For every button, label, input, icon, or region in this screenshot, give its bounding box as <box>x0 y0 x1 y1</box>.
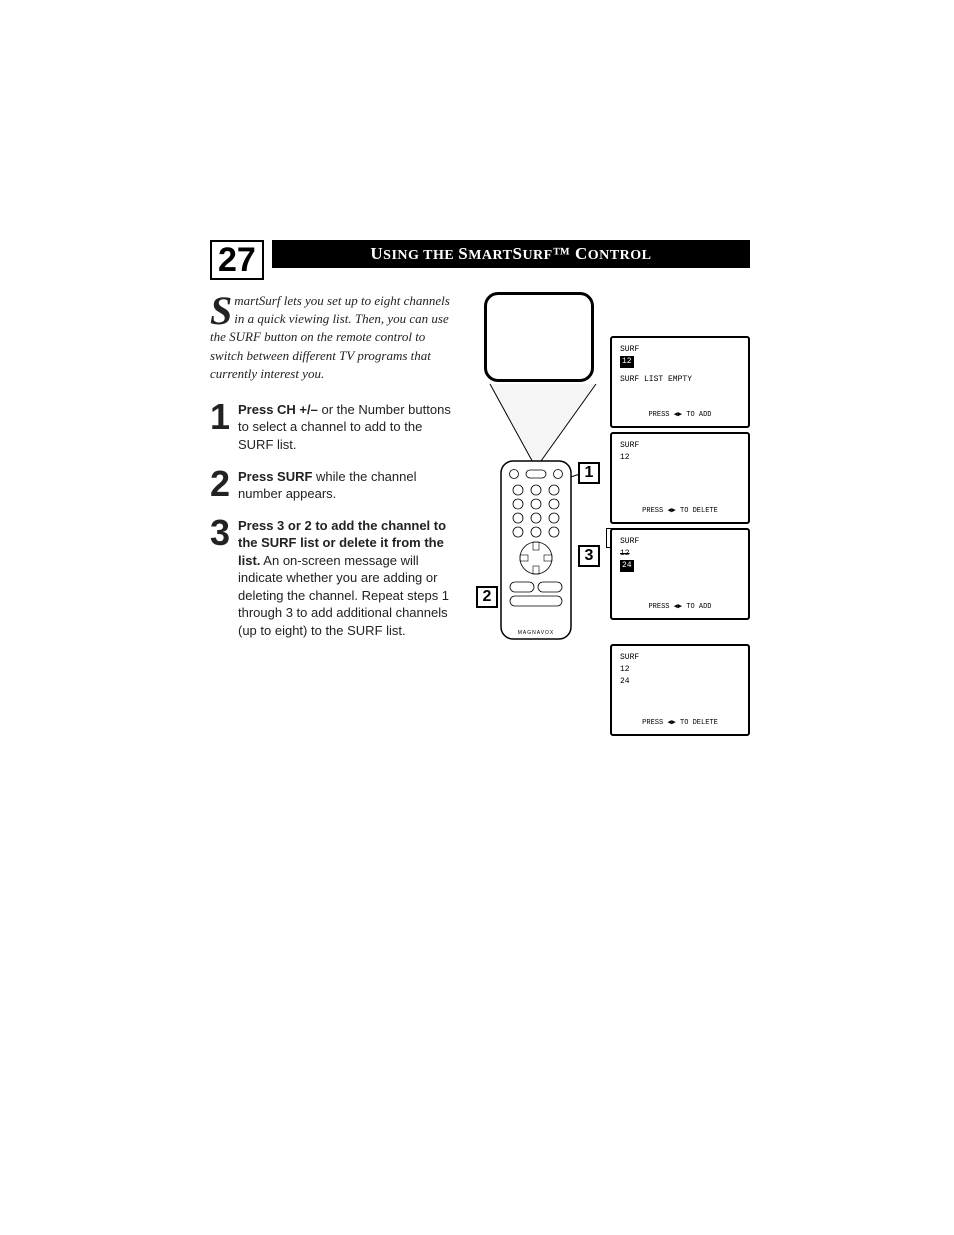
header-row: 27 USING THE SMARTSURF™ CONTROL <box>210 240 750 280</box>
step-number: 2 <box>210 468 232 503</box>
step-bold: Press SURF <box>238 469 312 484</box>
callout-3: 3 <box>578 545 600 567</box>
step-1: 1 Press CH +/– or the Number buttons to … <box>210 401 460 454</box>
step-3: 3 Press 3 or 2 to add the channel to the… <box>210 517 460 640</box>
screen-line: 12 <box>620 664 740 676</box>
tv-illustration <box>484 292 594 382</box>
title-urf: URF <box>522 248 552 263</box>
screen-line: SURF <box>620 440 740 452</box>
text-column: SmartSurf lets you set up to eight chann… <box>210 292 460 752</box>
dropcap: S <box>210 296 232 326</box>
screen-line: SURF <box>620 536 740 548</box>
manual-page: 27 USING THE SMARTSURF™ CONTROL SmartSur… <box>210 240 750 752</box>
screen-line: SURF <box>620 344 740 356</box>
title-S1: S <box>458 244 468 263</box>
title-u: U <box>370 244 383 263</box>
screen-line: SURF LIST EMPTY <box>620 374 740 386</box>
step-body: Press CH +/– or the Number buttons to se… <box>238 401 460 454</box>
screen-surf-add-24: SURF 12 24 PRESS ◀▶ TO ADD <box>610 528 750 620</box>
step-rest: An on-screen message will indicate wheth… <box>238 553 449 638</box>
screen-action: PRESS ◀▶ TO DELETE <box>620 506 740 517</box>
step-body: Press 3 or 2 to add the channel to the S… <box>238 517 460 640</box>
screen-action: PRESS ◀▶ TO ADD <box>620 602 740 613</box>
title-ontrol: ONTROL <box>588 248 652 263</box>
title-S2: S <box>512 244 522 263</box>
screen-line: 12 <box>620 452 740 464</box>
screen-surf-empty: SURF 12 SURF LIST EMPTY PRESS ◀▶ TO ADD <box>610 336 750 428</box>
screen-action: PRESS ◀▶ TO DELETE <box>620 718 740 729</box>
illustration-column: MAGNAVOX 1 2 3 SURF 12 SURF LIST EMPTY P… <box>480 292 750 752</box>
screen-highlighted-channel: 24 <box>620 560 634 572</box>
remote-illustration: MAGNAVOX <box>500 460 572 640</box>
screen-surf-delete: SURF 12 24 PRESS ◀▶ TO DELETE <box>610 644 750 736</box>
callout-1: 1 <box>578 462 600 484</box>
intro-text: martSurf lets you set up to eight channe… <box>210 293 450 381</box>
callout-2: 2 <box>476 586 498 608</box>
title-mart: MART <box>468 248 512 263</box>
title-C: C <box>570 244 588 263</box>
screen-highlighted-channel: 12 <box>620 356 634 368</box>
screen-line: 12 <box>620 548 740 560</box>
section-title: USING THE SMARTSURF™ CONTROL <box>272 240 750 268</box>
screen-line: SURF <box>620 652 740 664</box>
step-number: 1 <box>210 401 232 454</box>
screen-line: 24 <box>620 676 740 688</box>
step-2: 2 Press SURF while the channel number ap… <box>210 468 460 503</box>
intro-paragraph: SmartSurf lets you set up to eight chann… <box>210 292 460 383</box>
page-number-box: 27 <box>210 240 264 280</box>
step-bold: Press CH +/– <box>238 402 318 417</box>
remote-brand-label: MAGNAVOX <box>500 630 572 636</box>
content-row: SmartSurf lets you set up to eight chann… <box>210 292 750 752</box>
title-sing: SING THE <box>383 248 458 263</box>
step-number: 3 <box>210 517 232 640</box>
title-tm: ™ <box>553 244 571 263</box>
screen-surf-12: SURF 12 PRESS ◀▶ TO DELETE <box>610 432 750 524</box>
step-body: Press SURF while the channel number appe… <box>238 468 460 503</box>
screen-action: PRESS ◀▶ TO ADD <box>620 410 740 421</box>
